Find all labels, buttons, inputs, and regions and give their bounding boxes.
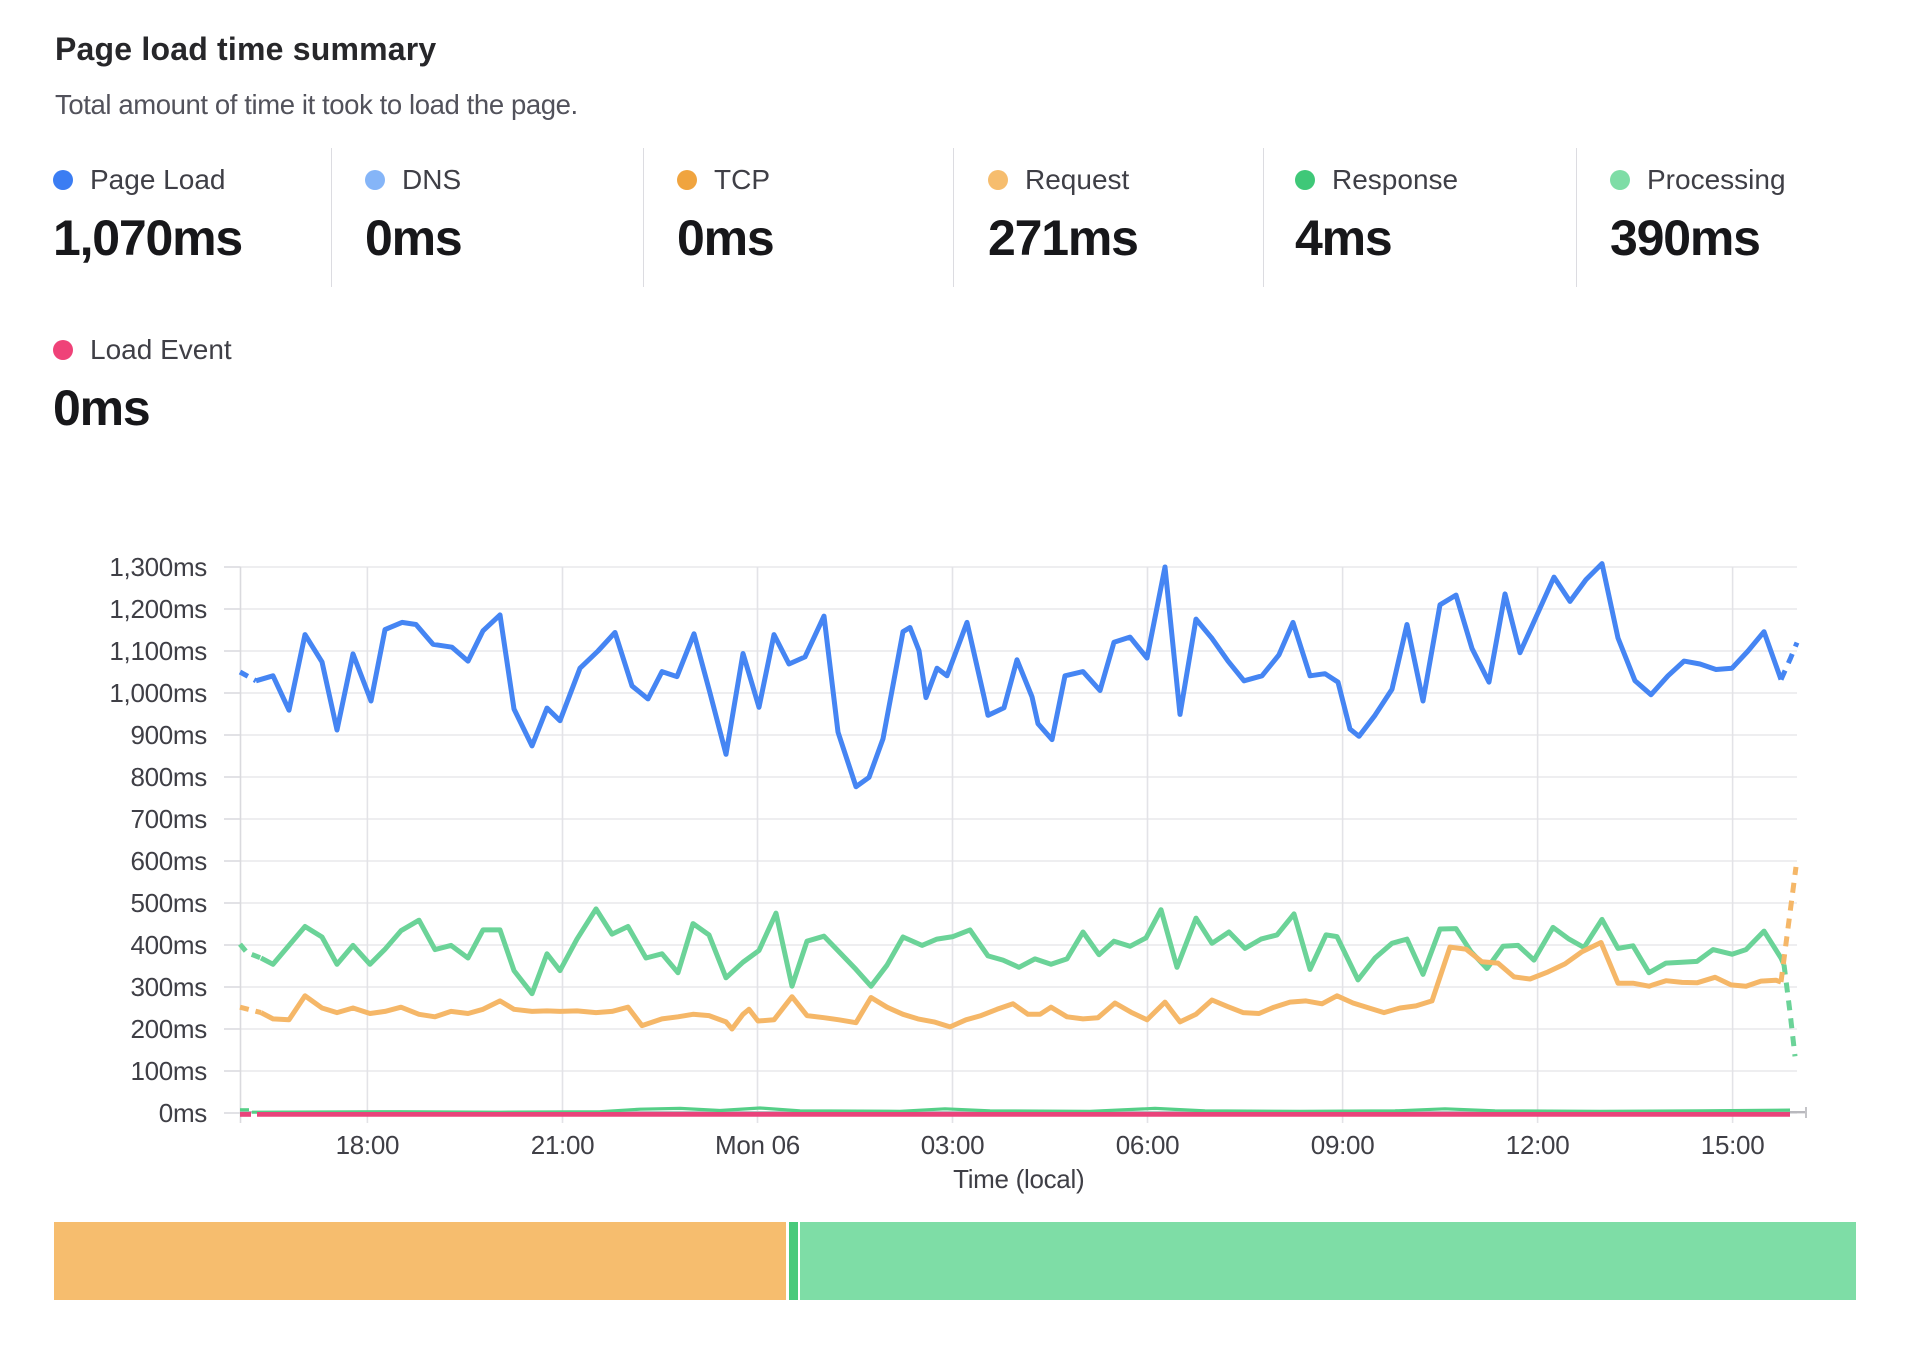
svg-text:1,100ms: 1,100ms [109,636,207,666]
svg-text:Mon 06: Mon 06 [715,1130,800,1160]
svg-text:700ms: 700ms [130,804,207,834]
svg-text:1,200ms: 1,200ms [109,594,207,624]
svg-text:300ms: 300ms [130,972,207,1002]
svg-text:21:00: 21:00 [531,1130,595,1160]
svg-text:06:00: 06:00 [1116,1130,1180,1160]
svg-text:100ms: 100ms [130,1056,207,1086]
svg-text:1,300ms: 1,300ms [109,552,207,582]
svg-text:900ms: 900ms [130,720,207,750]
svg-text:0ms: 0ms [159,1098,208,1128]
svg-text:Time (local): Time (local) [953,1164,1084,1194]
svg-text:200ms: 200ms [130,1014,207,1044]
svg-text:12:00: 12:00 [1506,1130,1570,1160]
svg-text:15:00: 15:00 [1701,1130,1765,1160]
svg-text:800ms: 800ms [130,762,207,792]
svg-text:1,000ms: 1,000ms [109,678,207,708]
svg-text:09:00: 09:00 [1311,1130,1375,1160]
svg-text:400ms: 400ms [130,930,207,960]
svg-text:18:00: 18:00 [336,1130,400,1160]
svg-text:500ms: 500ms [130,888,207,918]
svg-text:600ms: 600ms [130,846,207,876]
svg-text:03:00: 03:00 [921,1130,985,1160]
